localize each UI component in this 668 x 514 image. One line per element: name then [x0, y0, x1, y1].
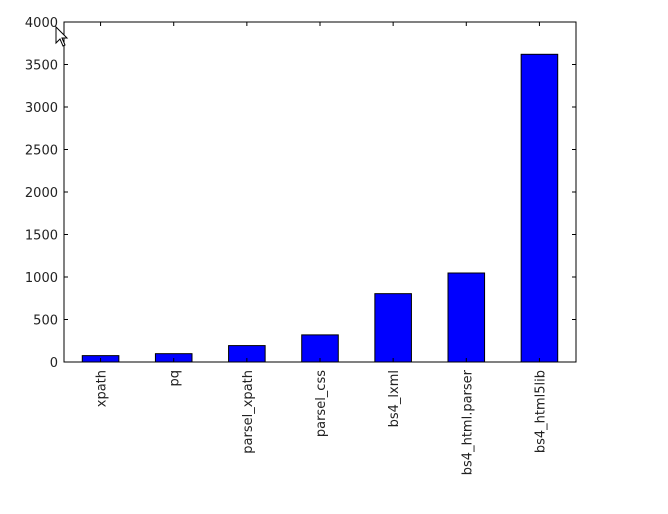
x-tick-label: bs4_lxml [387, 370, 402, 427]
bar-bs4_html.parser [447, 272, 486, 363]
bar-bs4_lxml [374, 293, 412, 363]
y-tick-label: 3500 [25, 59, 58, 74]
y-tick-label: 4000 [25, 16, 58, 31]
y-tick-label: 500 [33, 314, 58, 329]
bar-parsel_css [301, 334, 339, 363]
x-tick-label: parsel_css [314, 370, 329, 437]
x-tick-label: parsel_xpath [241, 370, 256, 454]
x-tick-label: pq [168, 370, 183, 387]
x-tick-label: bs4_html.parser [460, 369, 475, 475]
y-tick-label: 2000 [25, 186, 58, 201]
y-tick-label: 2500 [25, 144, 58, 159]
plot-frame [63, 21, 577, 363]
mouse-cursor-icon [55, 25, 69, 47]
y-tick-label: 3000 [25, 101, 58, 116]
x-tick-label: bs4_html5lib [533, 370, 548, 453]
bar-bs4_html5lib [520, 53, 559, 363]
y-tick-label: 0 [50, 356, 58, 371]
y-tick-label: 1000 [25, 271, 58, 286]
y-tick-label: 1500 [25, 229, 58, 244]
x-tick-label: xpath [95, 370, 110, 407]
